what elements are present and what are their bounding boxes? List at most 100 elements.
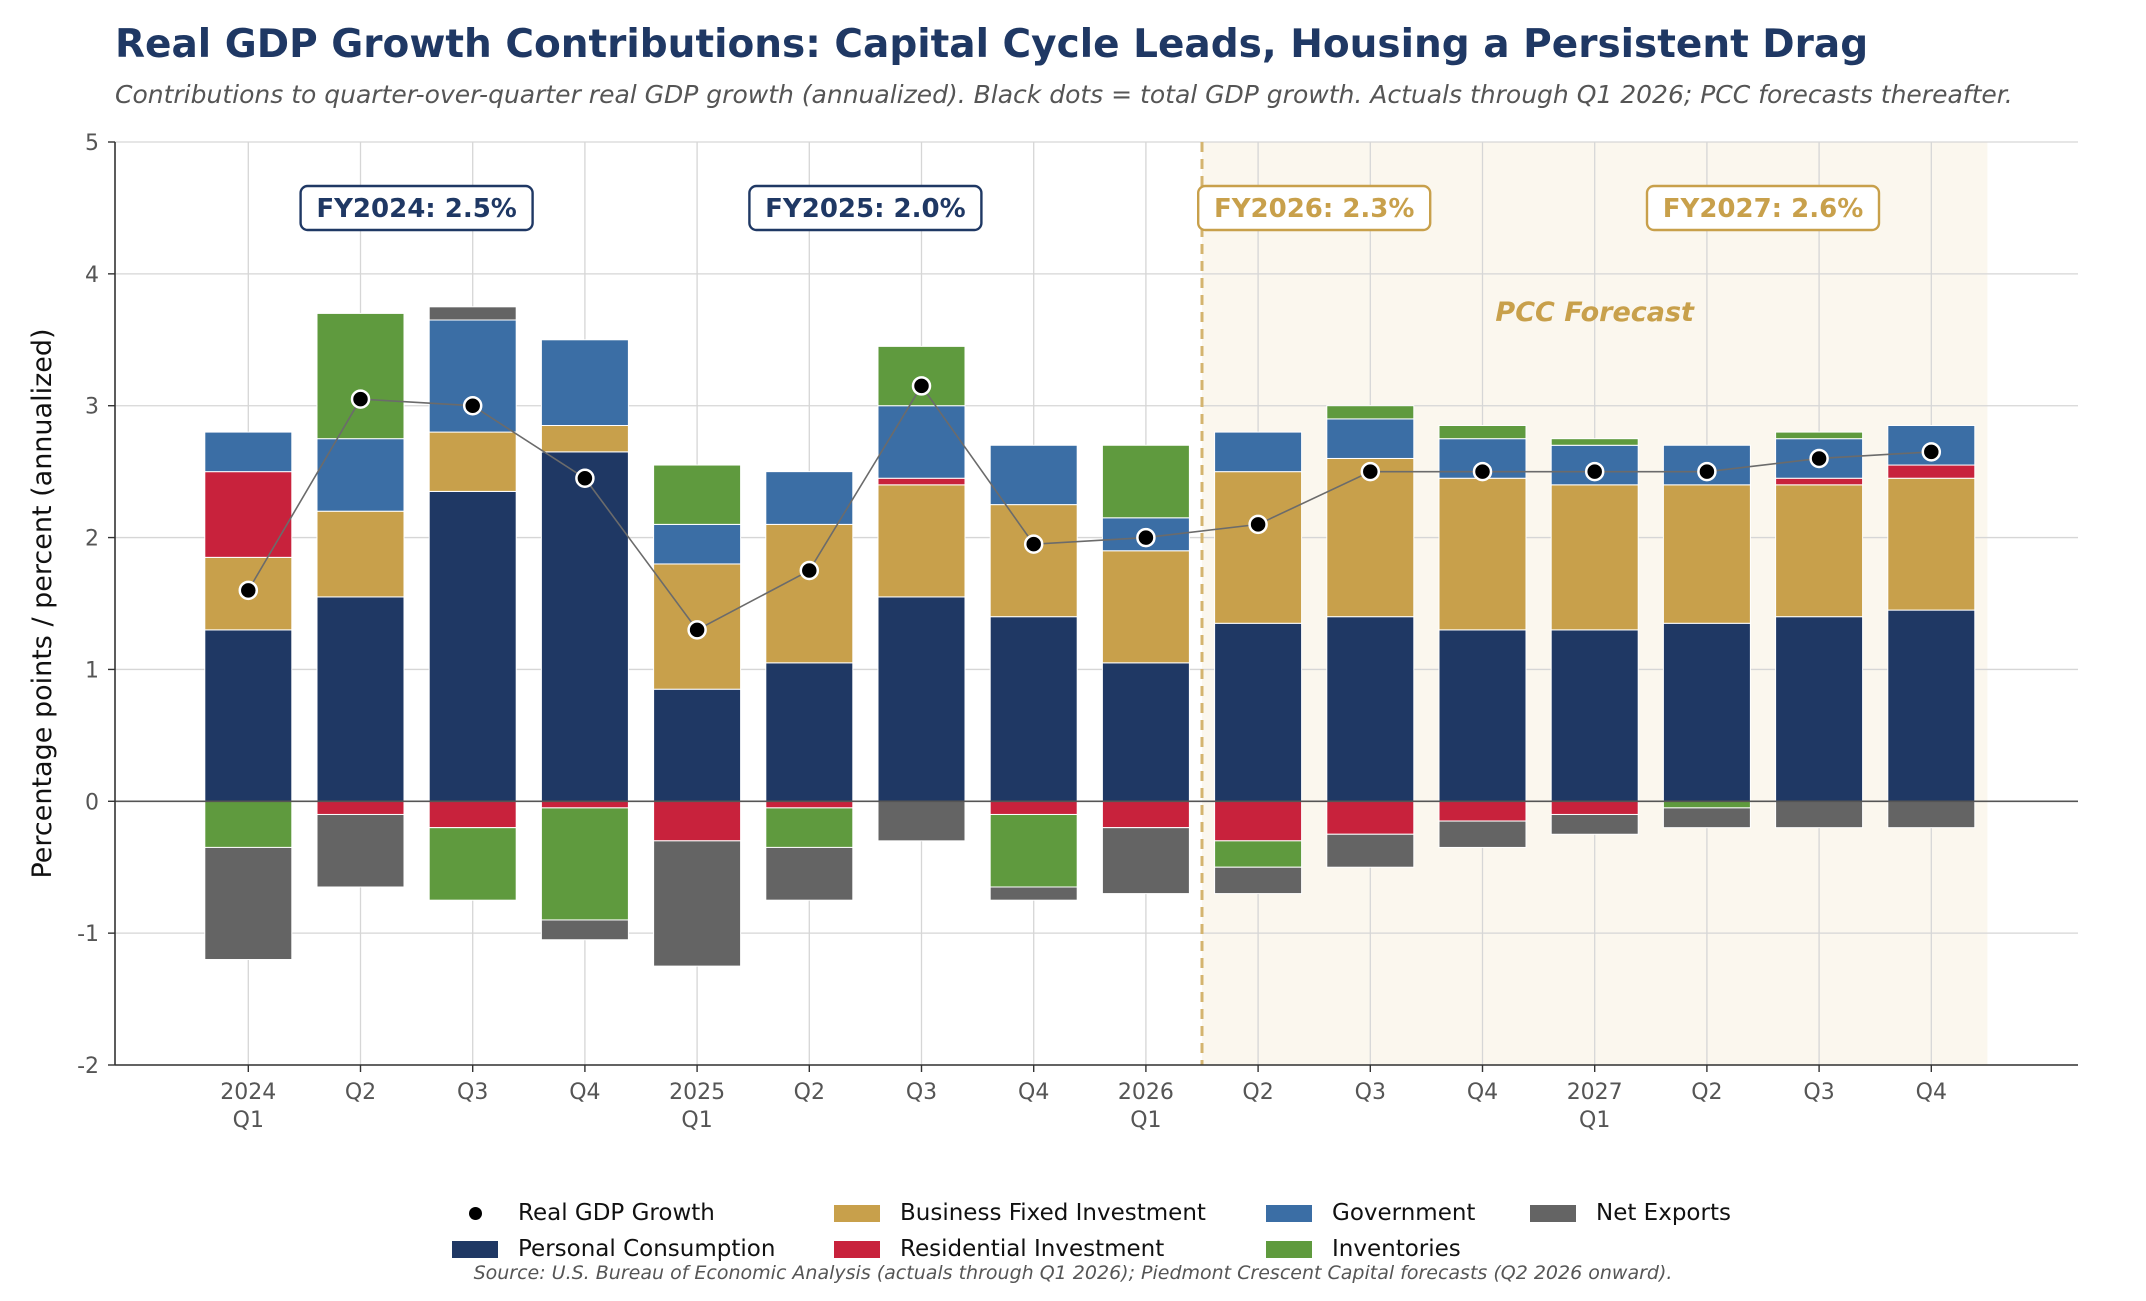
gdp-growth-point <box>462 395 483 416</box>
fy-annotation-box <box>1196 184 1432 232</box>
bar-segment <box>989 813 1078 888</box>
bar-segment <box>540 451 629 802</box>
bar-segment <box>1775 431 1864 440</box>
gdp-growth-point <box>1136 527 1156 548</box>
bar-segment <box>540 339 629 426</box>
gdp-growth-point <box>575 468 595 488</box>
bar-segment <box>316 596 405 802</box>
x-tick-label: Q2 <box>1691 1080 1722 1105</box>
bar-segment <box>1326 800 1415 835</box>
y-tick-label: 5 <box>85 131 99 156</box>
y-tick-label: 4 <box>85 263 99 288</box>
x-tick-label: Q4 <box>1916 1080 1947 1105</box>
legend: Real GDP Growth Business Fixed Investmen… <box>452 1198 1772 1264</box>
bar-segment <box>204 629 293 802</box>
bar-segment <box>316 438 405 512</box>
y-tick-label: 3 <box>85 395 99 420</box>
bar-segment <box>1550 629 1639 802</box>
bar-segment <box>1101 827 1190 895</box>
x-tick-label: Q3 <box>906 1080 937 1105</box>
bar-segment <box>428 431 517 492</box>
x-tick-label: Q4 <box>569 1080 600 1105</box>
bar-segment <box>877 484 966 598</box>
bar-segment <box>765 807 854 848</box>
legend-swatch <box>834 1240 880 1258</box>
gdp-growth-point <box>1360 461 1381 482</box>
bar-segment <box>1550 438 1639 446</box>
bar-segment <box>877 477 966 486</box>
legend-item-residential-investment: Residential Investment <box>834 1234 1266 1264</box>
bar-segment <box>1438 477 1527 631</box>
y-tick-label: 0 <box>85 790 99 815</box>
bar-segment <box>1214 840 1303 868</box>
forecast-label: PCC Forecast <box>1495 297 1695 328</box>
x-tick-label: Q2 <box>1242 1080 1273 1105</box>
bar-segment <box>1775 477 1864 486</box>
legend-label: Government <box>1332 1200 1476 1226</box>
bar-segment <box>989 504 1078 618</box>
x-tick-label: Q3 <box>1355 1080 1386 1105</box>
legend-swatch <box>1266 1240 1312 1258</box>
bar-segment <box>1550 484 1639 631</box>
fy-annotation-label: FY2027: 2.6% <box>1663 194 1864 224</box>
bar-segment <box>1775 800 1864 829</box>
bar-segment <box>1662 622 1751 802</box>
y-tick-label: -1 <box>77 922 99 947</box>
fy-annotation-box <box>299 184 534 232</box>
bar-segment <box>204 846 293 961</box>
bar-segment <box>204 471 293 558</box>
bar-segment <box>1775 616 1864 802</box>
fy-annotation-box <box>1645 184 1881 232</box>
bar-segment <box>653 688 742 802</box>
x-tick-label: 2027 Q1 <box>1567 1080 1623 1133</box>
gdp-growth-point <box>238 580 259 601</box>
bar-segment <box>765 471 854 525</box>
bar-segment <box>1214 800 1303 842</box>
bar-segment <box>653 464 742 525</box>
x-tick-label: Q4 <box>1467 1080 1498 1105</box>
bar-segment <box>1101 662 1190 802</box>
bar-segment <box>765 523 854 664</box>
gdp-growth-point <box>1584 461 1605 482</box>
x-tick-label: 2025 Q1 <box>669 1080 725 1133</box>
bar-segment <box>1214 622 1303 802</box>
legend-label: Residential Investment <box>900 1236 1165 1262</box>
bar-segment <box>1887 464 1976 479</box>
bar-segment <box>877 800 966 842</box>
gdp-growth-point <box>687 620 707 640</box>
bar-segment <box>989 800 1078 815</box>
chart-subtitle: Contributions to quarter-over-quarter re… <box>115 80 2013 109</box>
bar-segment <box>1101 444 1190 519</box>
bar-segment <box>1662 800 1751 809</box>
bar-segment <box>428 827 517 901</box>
y-tick-label: 1 <box>85 658 99 683</box>
x-tick-label: Q3 <box>1803 1080 1834 1105</box>
bar-segment <box>653 800 742 842</box>
gdp-growth-line <box>247 384 1932 631</box>
x-tick-label: Q2 <box>794 1080 825 1105</box>
x-tick-label: Q2 <box>345 1080 376 1105</box>
legend-swatch <box>1530 1204 1576 1222</box>
x-tick-label: Q3 <box>457 1080 488 1105</box>
gdp-growth-point <box>1472 461 1493 482</box>
legend-swatch <box>1266 1204 1312 1222</box>
legend-item-net-exports: Net Exports <box>1530 1198 1760 1228</box>
bar-segment <box>1326 833 1415 868</box>
bar-segment <box>428 800 517 829</box>
legend-swatch <box>452 1240 498 1258</box>
gdp-growth-point <box>1023 534 1044 554</box>
x-tick-label: 2024 Q1 <box>220 1080 276 1133</box>
bar-segment <box>1438 800 1527 822</box>
legend-label: Inventories <box>1332 1236 1461 1262</box>
source-note: Source: U.S. Bureau of Economic Analysis… <box>473 1262 1673 1284</box>
bar-segment <box>1775 484 1864 618</box>
fy-annotation-box <box>748 184 983 232</box>
legend-label: Business Fixed Investment <box>900 1200 1206 1226</box>
bar-segment <box>204 431 293 473</box>
bar-segment <box>540 919 629 941</box>
bar-segment <box>1326 418 1415 459</box>
legend-item-personal-consumption: Personal Consumption <box>452 1234 834 1264</box>
bar-segment <box>877 405 966 479</box>
gdp-growth-point <box>350 389 371 409</box>
bar-segment <box>1438 629 1527 802</box>
